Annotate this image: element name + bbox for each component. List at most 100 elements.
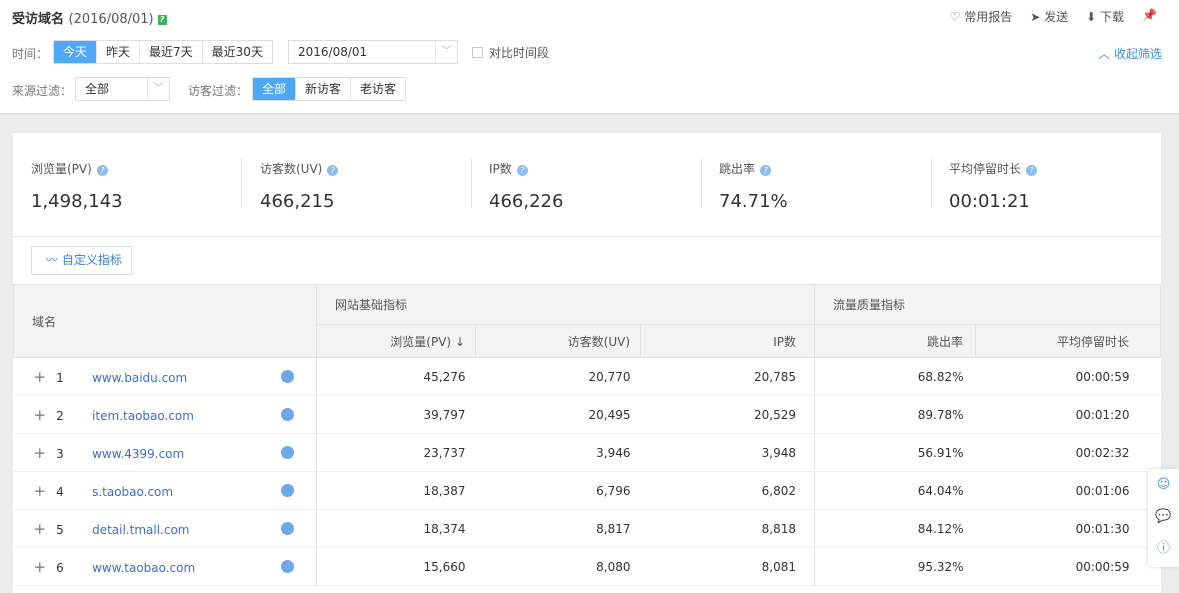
help-icon[interactable]: ? [157,15,167,25]
toolbar: ♡ 常用报告 ➤ 发送 ⬇ 下载 📌 [950,8,1157,25]
help-icon[interactable]: ? [96,165,108,176]
table-row: +5 detail.tmall.com 18,374 8,817 8,818 84… [13,509,1161,548]
domain-link[interactable]: www.taobao.com [92,560,196,575]
col-duration[interactable]: 平均停留时长 [975,324,1161,358]
time-30days[interactable]: 最近30天 [201,41,272,63]
group-quality: 流量质量指标 [814,284,1161,325]
expand-icon[interactable]: + [33,405,47,424]
domain-link[interactable]: s.taobao.com [92,484,174,499]
date-picker[interactable]: 2016/08/01 ﹀ [288,40,458,64]
expand-icon[interactable]: + [33,367,47,386]
table-row: +3 www.4399.com 23,737 3,946 3,948 56.91%… [13,433,1161,472]
domain-link[interactable]: detail.tmall.com [92,522,190,537]
trend-icon[interactable] [281,483,294,497]
pin-icon[interactable]: 📌 [1142,8,1157,22]
duration-cell: 00:02:32 [975,433,1161,472]
help-icon[interactable]: ? [327,165,339,176]
compare-checkbox[interactable]: 对比时间段 [472,44,549,61]
ip-cell: 8,818 [640,509,815,548]
send-icon: ➤ [1030,10,1041,24]
trend-icon[interactable] [281,445,294,459]
visitor-label: 访客过滤： [188,84,249,98]
expand-icon[interactable]: + [33,443,47,462]
bounce-cell: 64.04% [814,471,976,510]
help-icon[interactable]: ? [1026,165,1038,176]
chevron-up-icon: ︿ [1098,47,1111,61]
uv-cell: 20,495 [475,395,641,434]
pv-cell: 39,797 [316,395,476,434]
trend-icon[interactable] [281,369,294,383]
checkbox-icon [472,47,483,58]
trend-icon[interactable] [281,559,294,573]
kpi-uv: 访客数(UV)? 466,215 [260,160,339,212]
bounce-cell: 56.91% [814,433,976,472]
col-bounce[interactable]: 跳出率 [814,324,976,358]
ip-cell: 8,081 [640,547,815,586]
bounce-cell: 84.12% [814,509,976,548]
duration-cell: 00:00:59 [975,547,1161,586]
domain-link[interactable]: www.4399.com [92,446,185,461]
duration-cell: 00:01:20 [975,395,1161,434]
uv-cell: 20,770 [475,357,641,396]
table-row: +4 s.taobao.com 18,387 6,796 6,802 64.04%… [13,471,1161,510]
ip-cell: 3,948 [640,433,815,472]
time-yesterday[interactable]: 昨天 [96,41,139,63]
chevron-down-icon: ﹀ [435,41,457,63]
col-uv[interactable]: 访客数(UV) [475,324,641,358]
ip-cell: 6,802 [640,471,815,510]
group-basic: 网站基础指标 [316,284,815,325]
visitor-returning[interactable]: 老访客 [350,78,405,100]
favorite-report-button[interactable]: ♡ 常用报告 [949,10,1013,24]
chat-icon[interactable]: 💬 [1155,509,1172,524]
table-row: +1 www.baidu.com 45,276 20,770 20,785 68.… [13,357,1161,396]
pv-cell: 15,660 [316,547,476,586]
col-domain: 域名 [13,284,317,358]
collapse-filter-link[interactable]: ︿ 收起筛选 [1098,47,1162,61]
visitor-new[interactable]: 新访客 [295,78,350,100]
pv-cell: 23,737 [316,433,476,472]
table-row: +2 item.taobao.com 39,797 20,495 20,529 8… [13,395,1161,434]
duration-cell: 00:01:30 [975,509,1161,548]
custom-metrics-button[interactable]: 〰 自定义指标 [31,246,132,275]
expand-icon[interactable]: + [33,481,47,500]
kpi-duration: 平均停留时长? 00:01:21 [949,160,1038,212]
side-float-bar: ☺ 💬 ⓘ [1148,469,1179,567]
time-7days[interactable]: 最近7天 [139,41,202,63]
filter-panel: 受访域名 (2016/08/01)? ♡ 常用报告 ➤ 发送 ⬇ 下载 📌 时间… [0,0,1179,114]
uv-cell: 8,817 [475,509,641,548]
help-circle-icon[interactable]: ⓘ [1156,541,1170,556]
uv-cell: 6,796 [475,471,641,510]
bounce-cell: 89.78% [814,395,976,434]
source-select[interactable]: 全部 ﹀ [75,77,170,101]
trend-icon[interactable] [281,407,294,421]
duration-cell: 00:00:59 [975,357,1161,396]
visitor-tabs: 全部 新访客 老访客 [252,77,407,101]
col-ip[interactable]: IP数 [640,324,815,358]
domain-link[interactable]: www.baidu.com [92,370,188,385]
help-icon[interactable]: ? [516,165,528,176]
pv-cell: 45,276 [316,357,476,396]
expand-icon[interactable]: + [33,519,47,538]
ip-cell: 20,785 [640,357,815,396]
expand-icon[interactable]: + [33,557,47,576]
domain-link[interactable]: item.taobao.com [92,408,194,423]
time-range-tabs: 今天 昨天 最近7天 最近30天 [53,40,273,64]
kpi-ip: IP数? 466,226 [489,162,564,212]
pv-cell: 18,374 [316,509,476,548]
customer-service-icon[interactable]: ☺ [1156,477,1171,492]
visitor-all[interactable]: 全部 [253,78,296,100]
heart-icon: ♡ [949,10,961,24]
table-row: +6 www.taobao.com 15,660 8,080 8,081 95.3… [13,547,1161,586]
help-icon[interactable]: ? [760,165,772,176]
col-pv[interactable]: 浏览量(PV) ↓ [316,324,476,358]
send-button[interactable]: ➤ 发送 [1030,10,1069,24]
bounce-cell: 68.82% [814,357,976,396]
pv-cell: 18,387 [316,471,476,510]
report-card: 浏览量(PV)? 1,498,143 访客数(UV)? 466,215 IP数? 46… [13,133,1161,593]
domain-table: 域名 网站基础指标 流量质量指标 浏览量(PV) ↓ 访客数(UV) IP数 跳… [13,284,1161,586]
source-label: 来源过滤： [12,84,73,98]
ip-cell: 20,529 [640,395,815,434]
time-today[interactable]: 今天 [54,41,97,63]
trend-icon[interactable] [281,521,294,535]
download-button[interactable]: ⬇ 下载 [1086,10,1125,24]
